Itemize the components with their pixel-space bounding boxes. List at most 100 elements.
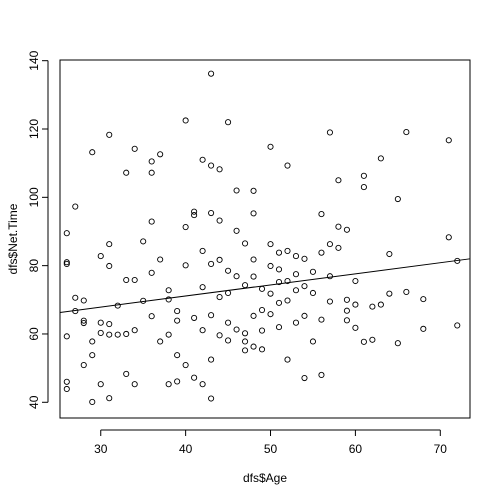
data-point	[174, 378, 181, 385]
data-point	[216, 332, 223, 339]
data-point	[258, 346, 266, 353]
data-point	[250, 256, 257, 263]
data-point	[63, 260, 70, 267]
data-point	[301, 255, 308, 262]
x-tick-label: 60	[349, 442, 363, 456]
y-axis-title: dfs$Net.Time	[6, 203, 20, 274]
data-point	[174, 317, 181, 324]
data-point	[292, 287, 300, 294]
data-point	[352, 277, 359, 285]
data-point	[250, 273, 257, 280]
data-point	[242, 338, 249, 345]
x-tick-label: 40	[179, 442, 193, 456]
data-point	[97, 253, 104, 260]
data-point	[420, 296, 427, 303]
data-point	[250, 187, 257, 194]
data-point	[63, 378, 70, 385]
data-point	[157, 151, 164, 158]
y-tick-label: 40	[27, 395, 41, 409]
regression-line	[59, 258, 471, 313]
data-point	[326, 129, 333, 136]
data-point	[89, 338, 96, 345]
data-point	[301, 312, 308, 319]
data-point	[403, 288, 410, 295]
data-point	[318, 371, 325, 379]
data-point	[454, 322, 461, 329]
data-point	[97, 381, 104, 388]
x-tick-label: 50	[264, 442, 278, 456]
data-point	[318, 211, 325, 218]
data-point	[165, 296, 172, 303]
data-point	[335, 177, 342, 184]
data-point	[225, 119, 232, 126]
data-point	[148, 218, 155, 225]
data-point	[140, 238, 147, 245]
data-point	[318, 316, 325, 323]
data-point	[80, 297, 87, 304]
data-point	[165, 331, 172, 338]
y-tick-label: 120	[27, 119, 41, 139]
data-point	[199, 156, 206, 163]
data-point	[250, 343, 257, 350]
data-point	[165, 287, 172, 294]
data-point	[131, 327, 138, 334]
x-axis-title: dfs$Age	[243, 471, 287, 485]
data-point	[131, 381, 138, 388]
data-point	[174, 352, 181, 359]
data-point	[326, 298, 333, 305]
data-point	[216, 166, 223, 173]
data-point	[208, 70, 215, 77]
data-point	[267, 241, 274, 248]
data-point	[394, 195, 401, 203]
data-point	[386, 290, 393, 297]
y-axis: 40 60 80 100 120 140	[27, 50, 49, 409]
data-point	[267, 311, 274, 318]
data-point	[250, 210, 257, 217]
data-point	[89, 398, 96, 405]
data-point	[89, 149, 96, 156]
data-point	[182, 362, 189, 369]
data-point	[343, 226, 350, 233]
data-point	[182, 262, 189, 269]
data-point	[335, 223, 342, 230]
data-point	[233, 273, 240, 280]
data-point	[233, 326, 240, 333]
data-point	[258, 307, 266, 314]
data-point	[208, 162, 215, 169]
data-point	[106, 262, 113, 270]
data-point	[80, 362, 87, 369]
data-point	[250, 312, 257, 319]
data-point	[123, 370, 130, 377]
data-point	[275, 278, 283, 286]
data-point	[267, 143, 274, 150]
data-point	[284, 356, 291, 363]
data-point	[63, 385, 70, 393]
data-point	[148, 269, 155, 276]
data-point	[199, 381, 206, 388]
data-point	[89, 352, 96, 359]
data-point	[148, 158, 155, 165]
data-point	[377, 301, 384, 308]
data-point	[174, 308, 181, 315]
data-point	[386, 250, 393, 258]
data-point	[97, 319, 104, 326]
data-point	[199, 284, 206, 291]
data-point	[216, 217, 223, 224]
data-point	[369, 336, 376, 343]
data-point	[360, 172, 367, 179]
data-point	[267, 262, 274, 270]
data-point	[123, 276, 130, 284]
data-point	[72, 294, 79, 301]
data-point	[242, 330, 249, 337]
data-point	[208, 312, 215, 319]
data-point	[157, 338, 164, 345]
data-point	[191, 374, 198, 381]
data-point	[284, 247, 291, 255]
data-point	[284, 297, 291, 304]
data-point	[97, 329, 104, 336]
data-point	[131, 276, 138, 284]
data-point	[80, 319, 87, 327]
data-point	[157, 256, 164, 263]
